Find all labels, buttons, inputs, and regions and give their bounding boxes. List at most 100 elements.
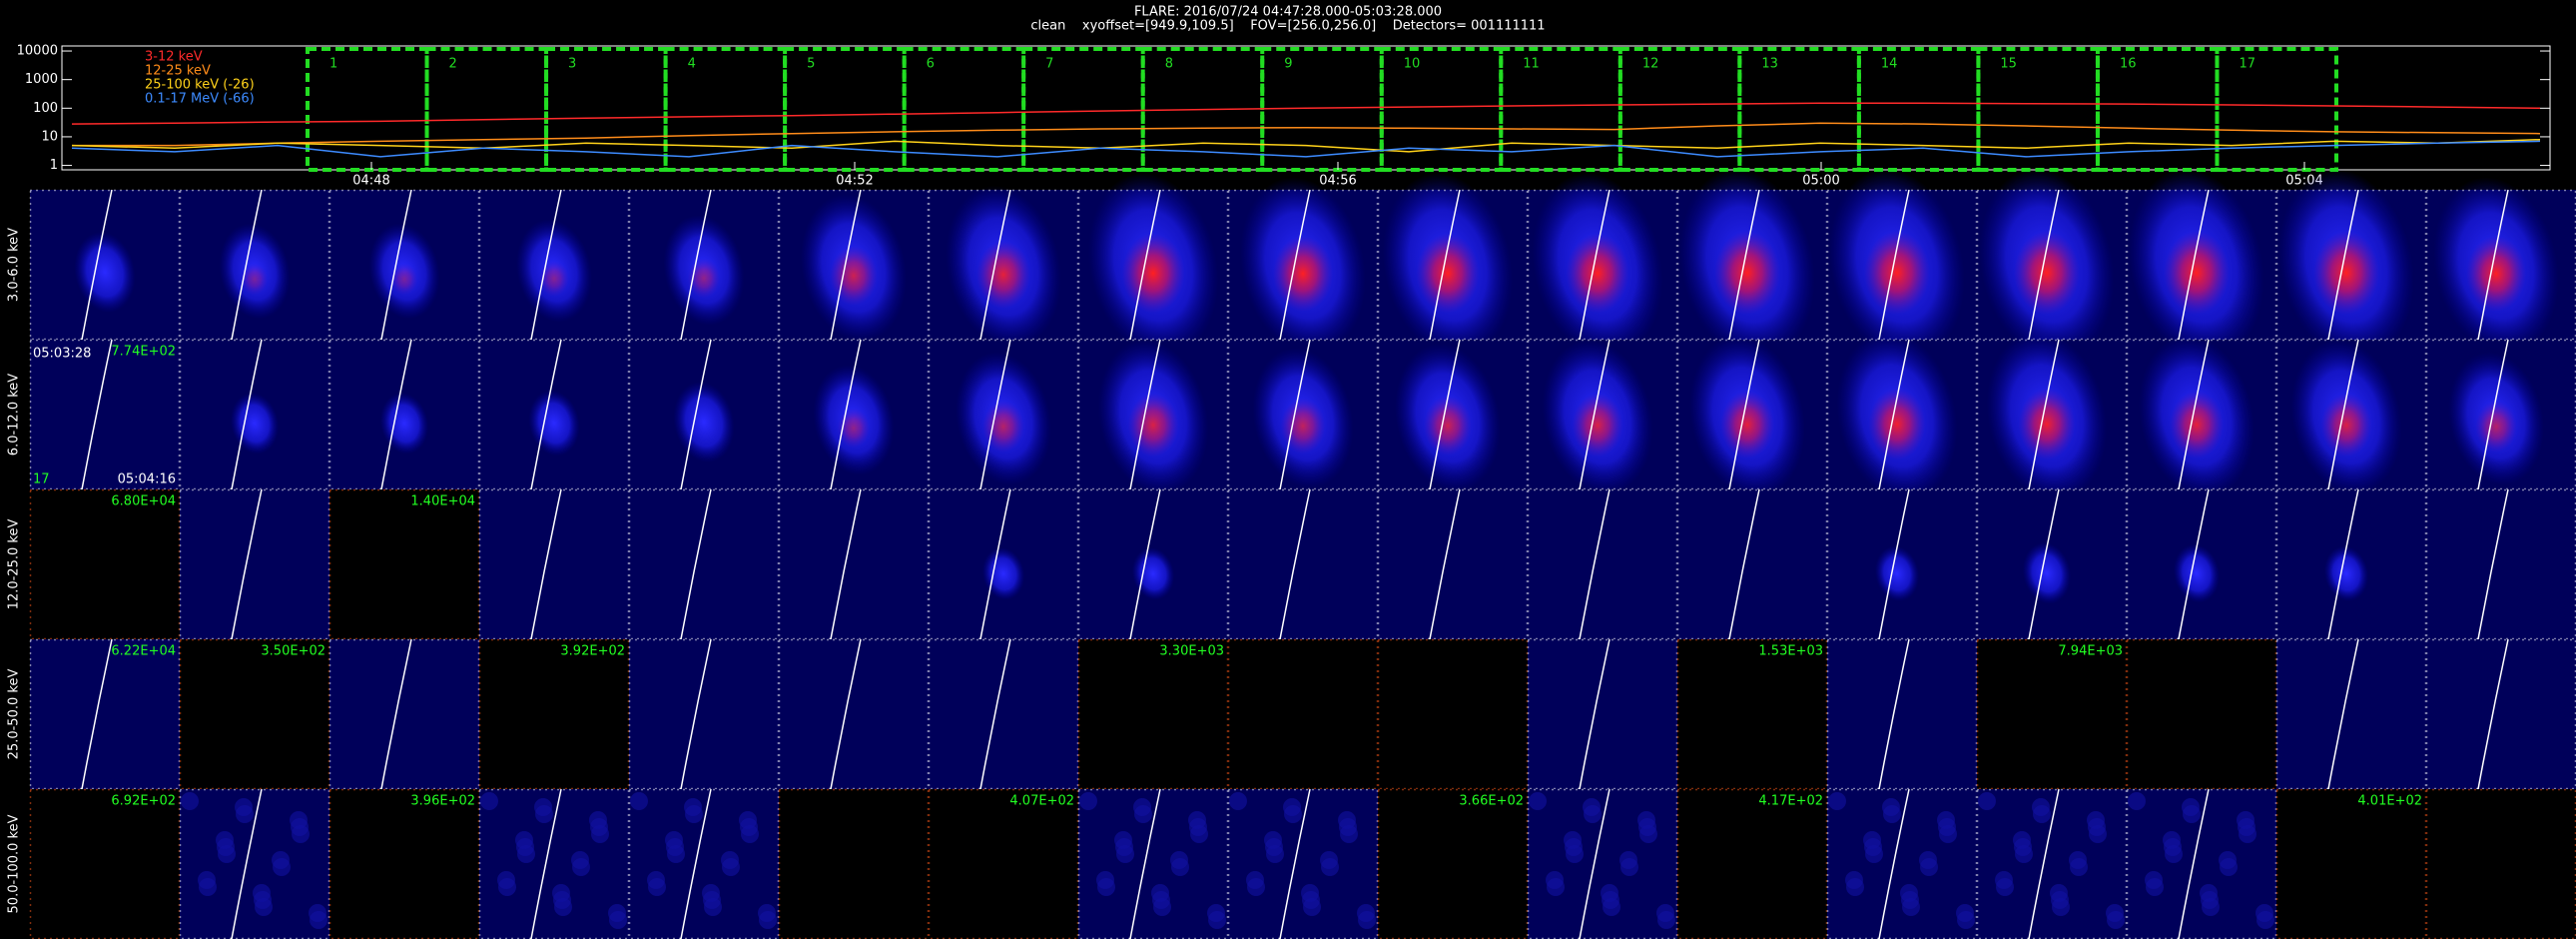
image-panel: 1.53E+03 xyxy=(1676,638,1828,790)
image-panel xyxy=(2275,339,2427,494)
core xyxy=(2018,388,2076,461)
image-panel xyxy=(1377,638,1529,790)
solar-limb xyxy=(680,339,712,490)
core xyxy=(2475,401,2517,453)
speckle xyxy=(647,871,665,889)
light-curve xyxy=(71,140,2541,158)
image-panel xyxy=(628,189,780,341)
panel-frame xyxy=(478,638,630,790)
panel-frame xyxy=(2275,638,2427,790)
panel-bg xyxy=(779,489,929,639)
panel-frame xyxy=(1826,488,1978,640)
image-panel xyxy=(1077,788,1229,939)
core xyxy=(687,258,721,299)
panel-bg xyxy=(1378,639,1528,789)
panel-frame xyxy=(1527,488,1678,640)
core xyxy=(2170,391,2224,459)
panel-frame xyxy=(1227,339,1379,490)
image-panel xyxy=(1826,638,1978,790)
solar-limb xyxy=(231,189,263,341)
image-panel xyxy=(1527,339,1678,494)
speckle xyxy=(1529,792,1547,810)
panel-frame xyxy=(2126,638,2277,790)
image-panel xyxy=(628,788,780,939)
solar-limb xyxy=(979,339,1011,490)
speckle xyxy=(1995,871,2013,889)
row-label: 3.0-6.0 keV xyxy=(7,228,22,302)
core xyxy=(1714,231,1780,315)
solar-limb xyxy=(2327,189,2359,341)
panel-bg xyxy=(1378,489,1528,639)
image-panel xyxy=(928,638,1079,790)
blob xyxy=(981,547,1025,600)
y-tick-label: 10 xyxy=(41,129,58,144)
image-panel xyxy=(478,189,630,341)
speckle xyxy=(1114,831,1132,849)
solar-limb xyxy=(1279,488,1311,640)
interval-box xyxy=(1140,47,1265,172)
panel-bg xyxy=(1228,789,1378,939)
image-panel xyxy=(1227,339,1379,490)
panel-frame xyxy=(1976,488,2128,640)
panel-bg xyxy=(180,489,329,639)
image-panel: 7.94E+03 xyxy=(1976,638,2128,790)
panel-frame xyxy=(1077,488,1229,640)
panel-max: 4.01E+02 xyxy=(2357,794,2422,809)
speckle xyxy=(2032,798,2050,816)
interval-number: 12 xyxy=(1642,57,1659,72)
image-panel: 6.80E+04 xyxy=(29,488,181,640)
solar-limb xyxy=(2028,339,2060,490)
interval-box xyxy=(2095,47,2220,172)
y-tick-label: 100 xyxy=(33,101,58,116)
panel-frame xyxy=(29,339,181,490)
panel-max: 3.66E+02 xyxy=(1459,794,1524,809)
panel-frame xyxy=(778,638,930,790)
panel-bg xyxy=(30,639,180,789)
speckle xyxy=(739,811,757,829)
solar-limb xyxy=(530,488,562,640)
panel-frame xyxy=(1676,488,1828,640)
solar-limb xyxy=(1429,488,1461,640)
speckle xyxy=(1637,811,1655,829)
speckle xyxy=(2219,851,2237,869)
solar-limb xyxy=(530,189,562,341)
core xyxy=(539,261,569,297)
speckle xyxy=(1320,851,1338,869)
panel-max: 4.17E+02 xyxy=(1758,794,1823,809)
interval-number: 9 xyxy=(1284,57,1292,72)
solar-limb xyxy=(1579,638,1610,790)
solar-limb xyxy=(530,339,562,490)
solar-limb xyxy=(1429,189,1461,341)
solar-limb xyxy=(1878,488,1910,640)
panel-frame xyxy=(328,638,480,790)
image-panel xyxy=(1377,173,1529,358)
panel-frame xyxy=(1527,339,1678,490)
panel-frame xyxy=(179,189,330,341)
speckle xyxy=(2050,884,2068,902)
image-panel: 3.96E+02 xyxy=(328,788,480,939)
core xyxy=(837,408,871,449)
speckle xyxy=(1601,884,1618,902)
panel-bg xyxy=(30,340,180,489)
speckle xyxy=(758,904,776,922)
blob xyxy=(379,393,429,455)
y-tick-label: 1000 xyxy=(25,72,58,87)
solar-limb xyxy=(1579,189,1610,341)
panel-frame xyxy=(29,189,181,341)
solar-limb xyxy=(2028,189,2060,341)
speckle xyxy=(515,831,533,849)
solar-limb xyxy=(979,638,1011,790)
image-panel xyxy=(1077,488,1229,640)
speckle xyxy=(198,871,216,889)
panel-bg xyxy=(329,489,479,639)
image-panel xyxy=(1527,488,1678,640)
panel-frame xyxy=(1676,339,1828,490)
panel-max: 1.53E+03 xyxy=(1758,644,1823,659)
panel-frame xyxy=(778,339,930,490)
panel-bg xyxy=(479,489,629,639)
speckle xyxy=(552,884,570,902)
panel-max: 6.92E+02 xyxy=(111,794,176,809)
image-panel xyxy=(1227,488,1379,640)
panel-bg xyxy=(929,789,1078,939)
